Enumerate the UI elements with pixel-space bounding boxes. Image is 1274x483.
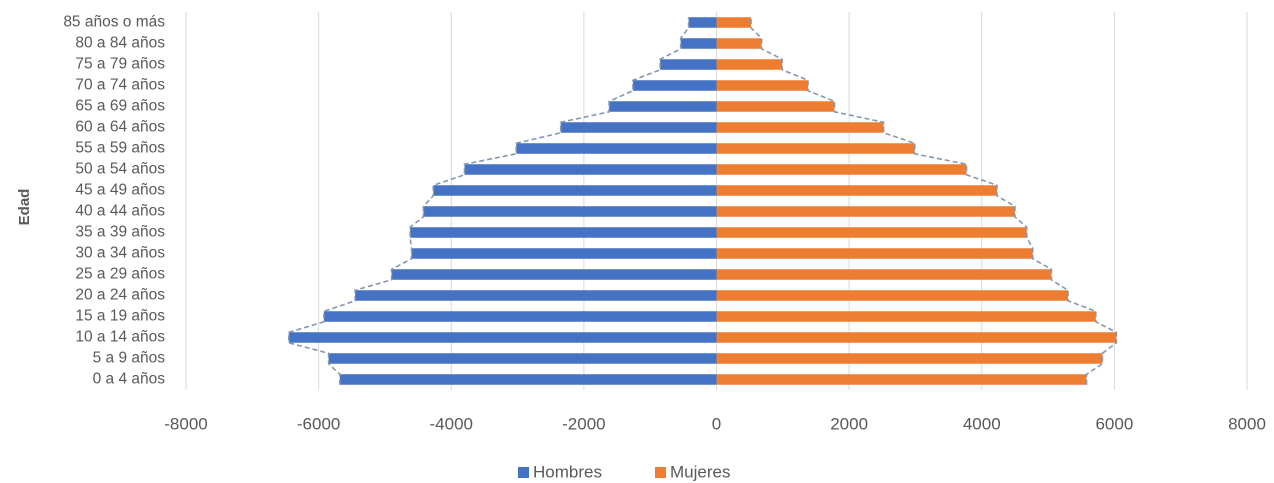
bar-mujeres-5 <box>716 269 1052 280</box>
bar-mujeres-6 <box>716 248 1033 259</box>
category-label: 15 a 19 años <box>75 308 165 325</box>
category-label: 30 a 34 años <box>75 245 165 262</box>
x-tick-label: -6000 <box>297 414 340 433</box>
category-label: 20 a 24 años <box>75 287 165 304</box>
bar-hombres-4 <box>355 290 717 301</box>
x-tick-label: -2000 <box>562 414 605 433</box>
legend-label-hombres: Hombres <box>533 462 602 481</box>
legend-swatch-mujeres <box>655 467 666 478</box>
bar-hombres-11 <box>516 143 717 154</box>
bar-hombres-2 <box>288 332 717 343</box>
category-label: 10 a 14 años <box>75 329 165 346</box>
bar-mujeres-12 <box>716 122 884 133</box>
category-label: 25 a 29 años <box>75 266 165 283</box>
y-axis-title: Edad <box>16 189 33 226</box>
category-label: 35 a 39 años <box>75 224 165 241</box>
category-label: 45 a 49 años <box>75 182 165 199</box>
bar-mujeres-17 <box>716 17 751 28</box>
bar-mujeres-2 <box>716 332 1117 343</box>
bar-hombres-5 <box>391 269 717 280</box>
bar-mujeres-7 <box>716 227 1027 238</box>
category-label: 5 a 9 años <box>93 350 166 367</box>
bars <box>288 17 1117 385</box>
bar-hombres-3 <box>323 311 717 322</box>
pyramid-outline <box>287 17 1118 385</box>
bar-mujeres-15 <box>716 59 783 70</box>
outline-hombres <box>287 17 690 385</box>
bar-hombres-6 <box>411 248 717 259</box>
x-tick-label: 8000 <box>1228 414 1266 433</box>
bar-mujeres-9 <box>716 185 998 196</box>
bar-hombres-8 <box>423 206 717 217</box>
bar-mujeres-16 <box>716 38 762 49</box>
gridlines <box>185 12 1248 390</box>
x-tick-label: 2000 <box>830 414 868 433</box>
bar-hombres-16 <box>680 38 717 49</box>
bar-hombres-15 <box>660 59 717 70</box>
x-tick-label: 6000 <box>1095 414 1133 433</box>
bar-hombres-1 <box>328 353 717 364</box>
category-label: 40 a 44 años <box>75 203 165 220</box>
bar-mujeres-1 <box>716 353 1103 364</box>
x-tick-label: -4000 <box>430 414 473 433</box>
bar-mujeres-10 <box>716 164 967 175</box>
bar-mujeres-4 <box>716 290 1068 301</box>
bar-mujeres-0 <box>716 374 1087 385</box>
x-tick-labels: -8000 -6000 -4000 -2000 0 2000 4000 6000 8000 <box>164 414 1266 433</box>
outline-mujeres <box>750 17 1118 385</box>
bar-hombres-14 <box>632 80 717 91</box>
category-label: 75 a 79 años <box>75 56 165 73</box>
x-tick-label: -8000 <box>164 414 207 433</box>
category-label: 70 a 74 años <box>75 77 165 94</box>
x-tick-label: 0 <box>712 414 721 433</box>
bar-mujeres-13 <box>716 101 835 112</box>
category-label: 55 a 59 años <box>75 140 165 157</box>
bar-mujeres-3 <box>716 311 1096 322</box>
bar-mujeres-8 <box>716 206 1015 217</box>
category-label: 85 años o más <box>63 14 165 31</box>
bar-hombres-7 <box>410 227 717 238</box>
legend: Hombres Mujeres <box>518 462 730 481</box>
category-label: 65 a 69 años <box>75 98 165 115</box>
bar-hombres-13 <box>609 101 717 112</box>
category-label: 80 a 84 años <box>75 35 165 52</box>
bar-hombres-12 <box>560 122 717 133</box>
bar-mujeres-14 <box>716 80 809 91</box>
legend-label-mujeres: Mujeres <box>670 462 730 481</box>
category-label: 0 a 4 años <box>93 371 166 388</box>
x-tick-label: 4000 <box>963 414 1001 433</box>
category-label: 60 a 64 años <box>75 119 165 136</box>
bar-hombres-9 <box>433 185 717 196</box>
legend-swatch-hombres <box>518 467 529 478</box>
category-labels: 0 a 4 años 5 a 9 años 10 a 14 años 15 a 19 … <box>63 14 165 388</box>
bar-hombres-0 <box>339 374 717 385</box>
bar-hombres-17 <box>688 17 717 28</box>
category-label: 50 a 54 años <box>75 161 165 178</box>
bar-hombres-10 <box>464 164 717 175</box>
bar-mujeres-11 <box>716 143 915 154</box>
